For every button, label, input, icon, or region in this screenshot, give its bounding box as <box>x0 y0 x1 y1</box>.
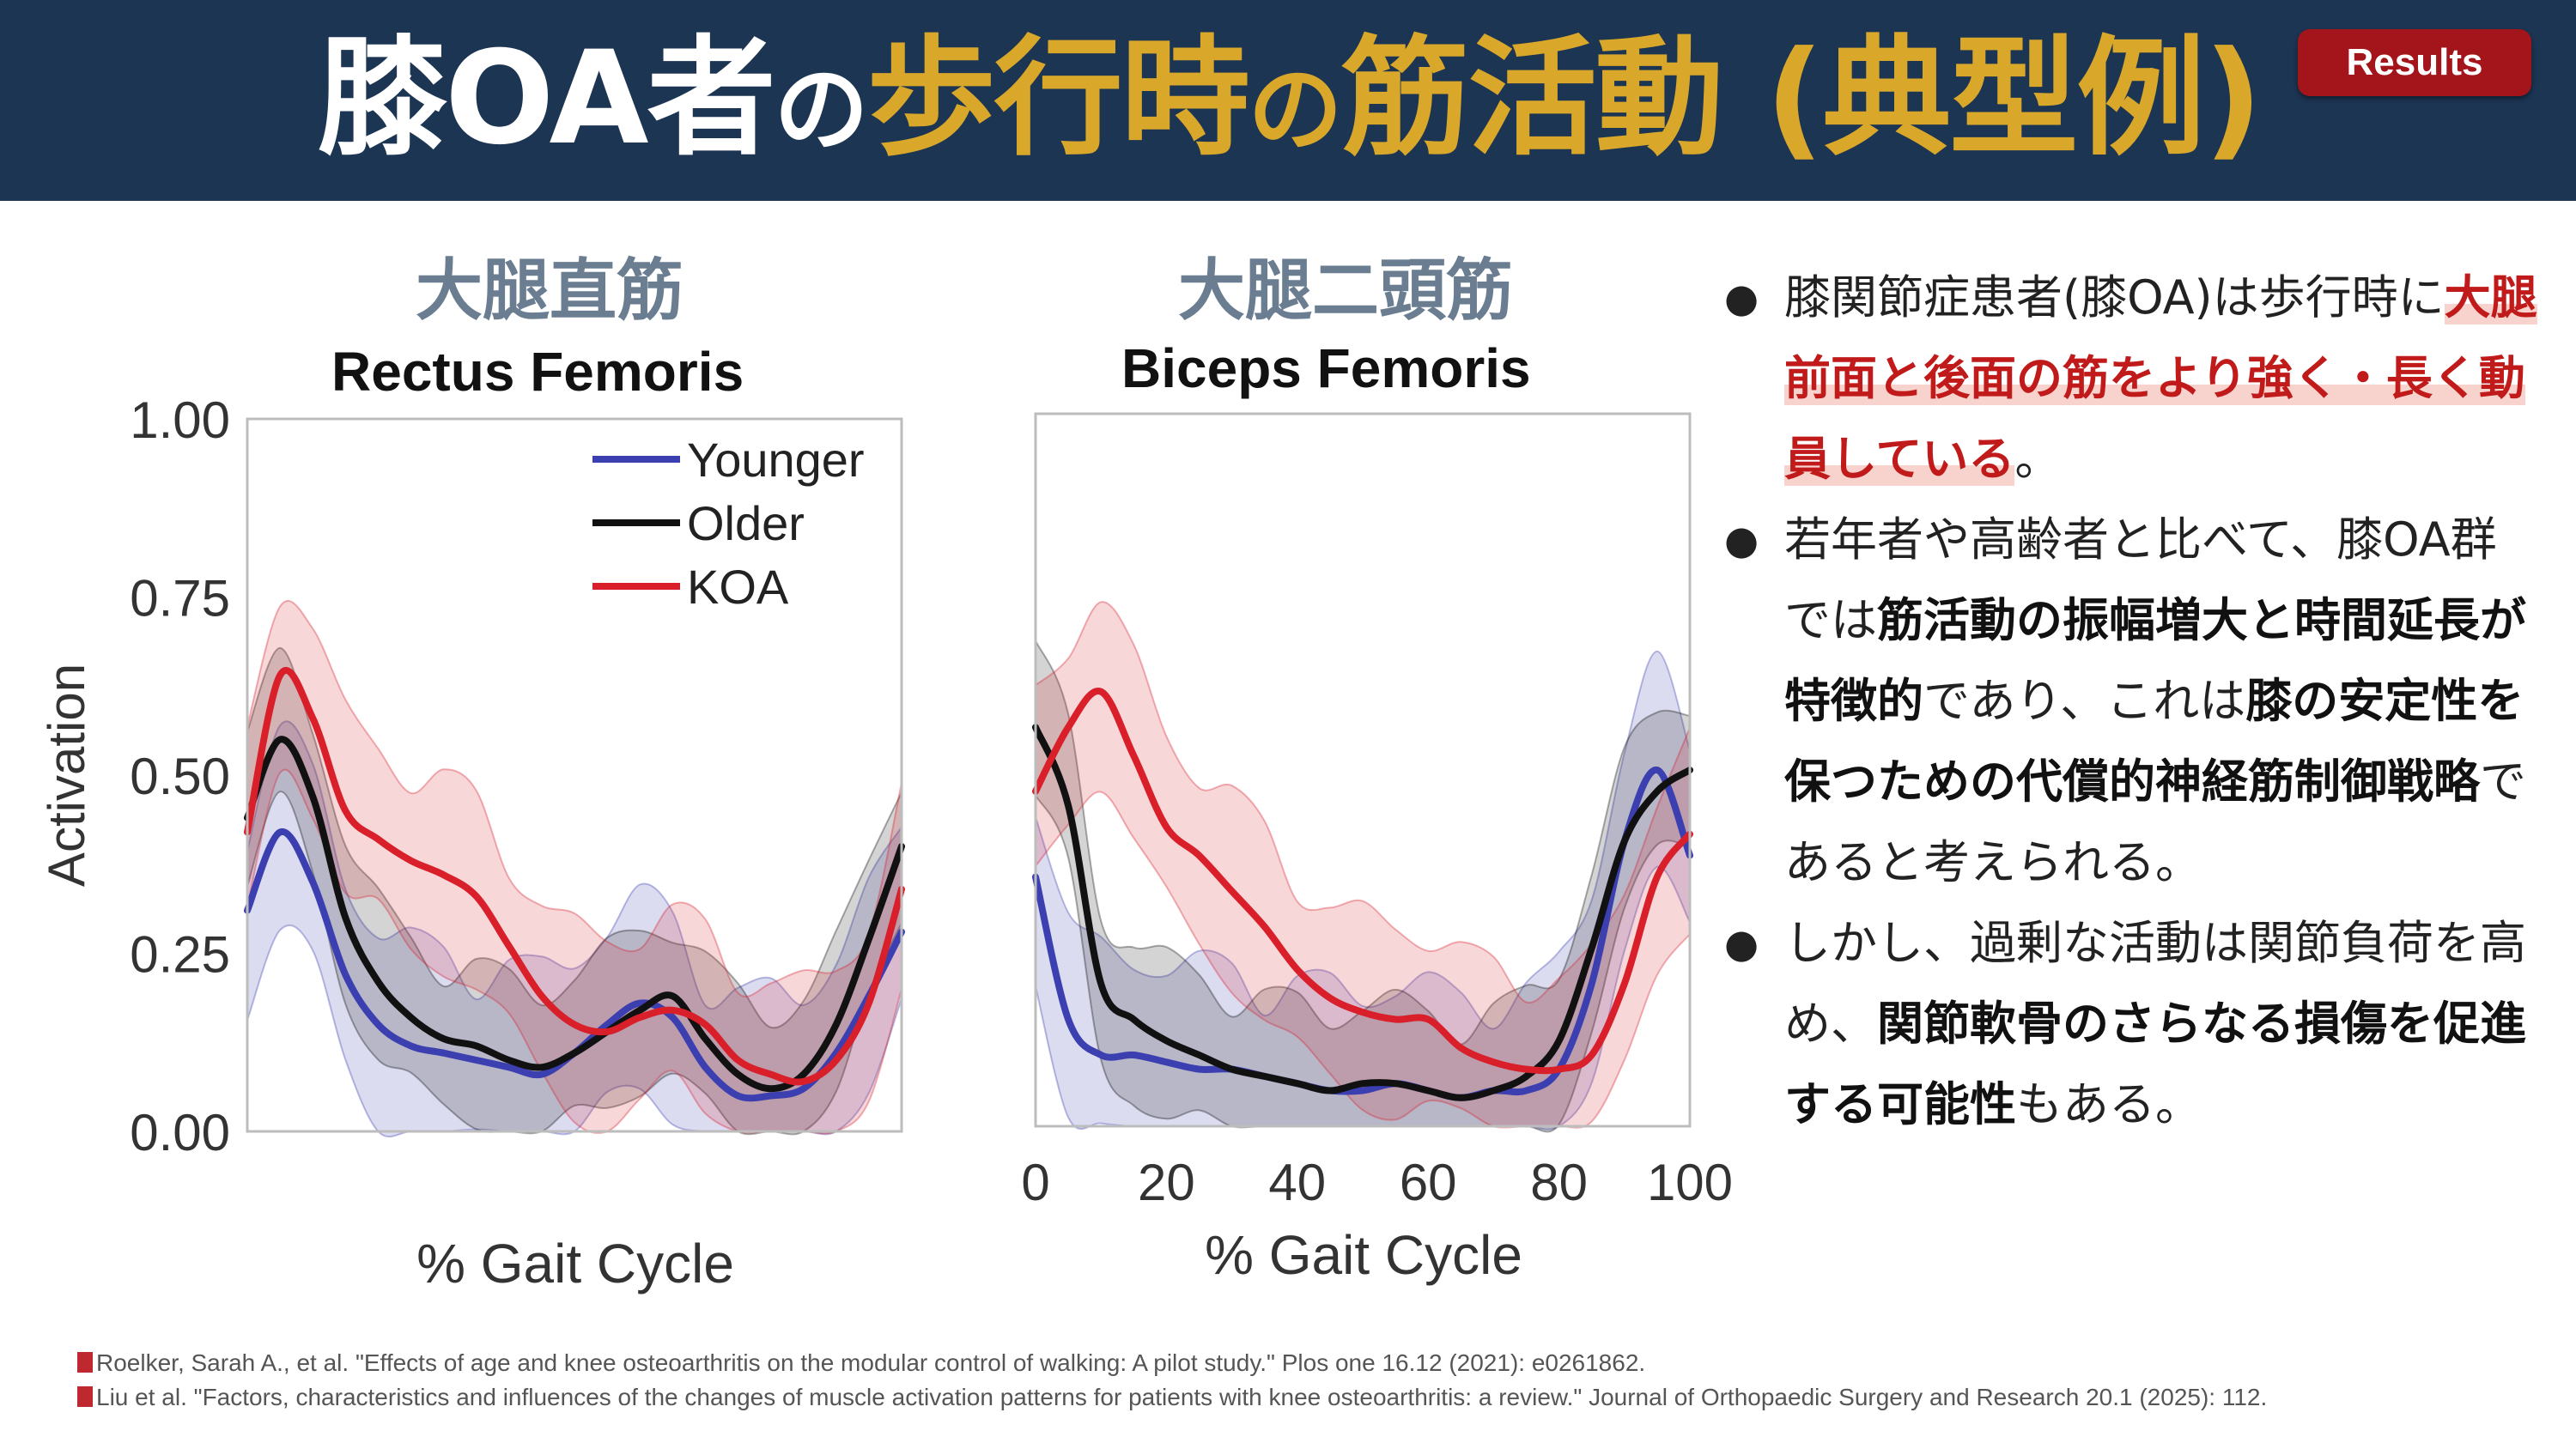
bold-text: 膝の安定性を保つための代償的神経筋制御戦略 <box>1784 674 2524 809</box>
bullet-text: であり、これは <box>1923 674 2246 728</box>
bullet-dot-icon: ● <box>1724 517 1759 563</box>
x-tick-label: 20 <box>1138 1154 1195 1211</box>
y-tick-label: 1.00 <box>130 391 230 449</box>
plot-frame <box>1034 412 1692 1128</box>
series-line-younger <box>1032 767 1693 1101</box>
y-tick-label: 0.75 <box>130 570 230 627</box>
bullet-item: ● 若年者や高齢者と比べて、膝OA群では筋活動の振幅増大と時間延長が特徴的であり、… <box>1717 500 2542 903</box>
confidence-band-koa <box>1035 601 1691 1129</box>
bullet-item: ● 膝関節症患者(膝OA)は歩行時に大腿前面と後面の筋をより強く・長く動員している… <box>1717 258 2542 500</box>
biceps-femoris-chart: 0 20 40 60 80 100 % Gait Cycle <box>1021 412 1733 1286</box>
references: Roelker, Sarah A., et al. "Effects of ag… <box>77 1346 2516 1415</box>
rectus-femoris-chart: 0.00 0.25 0.50 0.75 1.00 Activation % Gait C… <box>38 391 905 1294</box>
reference-2: Liu et al. "Factors, characteristics and… <box>77 1380 2516 1415</box>
bold-text: 関節軟骨のさらなる損傷を促進する可能性 <box>1784 997 2526 1131</box>
series-line-older <box>1032 724 1693 1101</box>
x-tick-label: 0 <box>1021 1154 1049 1211</box>
series-line-older <box>244 736 905 1093</box>
bold-text: 筋活動の振幅増大と時間延長が特徴的 <box>1784 593 2526 728</box>
bullet-text: もある。 <box>2016 1077 2202 1131</box>
confidence-band-koa <box>246 600 902 1135</box>
title-part2: の <box>774 55 869 165</box>
bullet-text: 。 <box>2014 432 2062 486</box>
chart1-title-jp: 大腿直筋 <box>416 252 684 330</box>
header-bar: 膝OA者の歩行時の筋活動 (典型例) Results <box>0 0 2576 201</box>
legend-label-koa: KOA <box>687 560 789 614</box>
y-axis-label: Activation <box>38 664 95 887</box>
plot-frame <box>246 417 903 1133</box>
reference-1: Roelker, Sarah A., et al. "Effects of ag… <box>77 1346 2516 1380</box>
book-icon <box>77 1352 93 1373</box>
legend-label-younger: Younger <box>687 433 865 487</box>
page-title: 膝OA者の歩行時の筋活動 (典型例) <box>318 24 2263 183</box>
title-part5: 筋活動 (典型例) <box>1340 24 2263 173</box>
y-tick-label: 0.50 <box>130 748 230 805</box>
x-tick-label: 100 <box>1647 1154 1733 1211</box>
x-tick-label: 40 <box>1268 1154 1326 1211</box>
bullet-item: ● しかし、過剰な活動は関節負荷を高め、関節軟骨のさらなる損傷を促進する可能性もあ… <box>1717 903 2542 1145</box>
chart2-title-jp: 大腿二頭筋 <box>1178 252 1514 330</box>
chart1-title-en: Rectus Femoris <box>331 341 744 403</box>
bullet-text: 若年者や高齢者と比べて、膝OA群では <box>1784 512 2497 647</box>
x-tick-label: 80 <box>1530 1154 1588 1211</box>
book-icon <box>77 1386 93 1407</box>
chart2-title-en: Biceps Femoris <box>1121 337 1531 399</box>
bullet-text: であると考えられる。 <box>1784 755 2526 889</box>
x-tick-label: 60 <box>1400 1154 1457 1211</box>
bullet-list: ● 膝関節症患者(膝OA)は歩行時に大腿前面と後面の筋をより強く・長く動員している… <box>1717 258 2542 1145</box>
bullet-text: 膝関節症患者(膝OA)は歩行時に <box>1784 270 2445 324</box>
series-line-koa <box>1032 688 1693 1075</box>
title-part3: 歩行時 <box>866 24 1250 173</box>
x-axis-label: % Gait Cycle <box>1205 1224 1522 1286</box>
title-part4: の <box>1248 55 1343 165</box>
x-axis-label: % Gait Cycle <box>416 1233 734 1294</box>
bullet-text: しかし、過剰な活動は関節負荷を高め、 <box>1784 916 2526 1051</box>
y-tick-label: 0.00 <box>130 1104 230 1161</box>
results-badge: Results <box>2298 29 2531 96</box>
legend-label-older: Older <box>687 496 805 550</box>
series-line-koa <box>244 666 905 1086</box>
bullet-dot-icon: ● <box>1724 920 1759 967</box>
bullet-dot-icon: ● <box>1724 275 1759 321</box>
y-tick-label: 0.25 <box>130 926 230 984</box>
title-part1: 膝OA者 <box>318 24 776 173</box>
